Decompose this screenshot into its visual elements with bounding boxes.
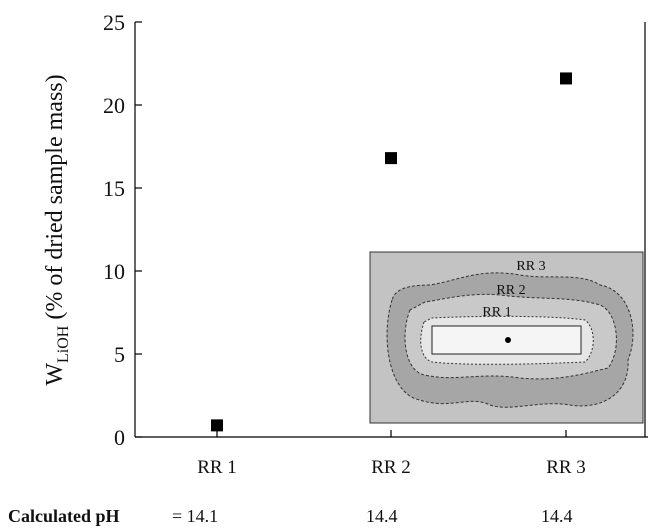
inset-label: RR 1 bbox=[482, 305, 511, 320]
y-tick-label: 25 bbox=[103, 10, 125, 35]
ph-label: Calculated pH bbox=[8, 506, 120, 526]
ph-value: 14.4 bbox=[366, 506, 398, 526]
y-tick-label: 15 bbox=[103, 176, 125, 201]
y-tick-label: 5 bbox=[114, 342, 125, 367]
ph-value: = 14.1 bbox=[172, 506, 218, 526]
inset: RR 3 RR 2 RR 1 bbox=[369, 251, 644, 424]
x-tick-label: RR 1 bbox=[197, 457, 237, 478]
x-tick-label: RR 2 bbox=[371, 457, 411, 478]
x-tick-label: RR 3 bbox=[546, 457, 586, 478]
inset-label: RR 2 bbox=[496, 283, 525, 298]
ph-value: 14.4 bbox=[541, 506, 573, 526]
y-label-rest: (% of dried sample mass) bbox=[42, 74, 68, 319]
y-label-sub: LiOH bbox=[55, 325, 72, 363]
center-point bbox=[505, 337, 511, 343]
point bbox=[211, 419, 223, 432]
inset-label: RR 3 bbox=[516, 259, 545, 274]
y-tick-label: 20 bbox=[103, 93, 125, 118]
point bbox=[385, 152, 397, 165]
y-tick-label: 0 bbox=[114, 425, 125, 450]
point bbox=[560, 72, 572, 85]
y-label-main: W bbox=[42, 363, 68, 386]
y-axis-label: WLiOH (% of dried sample mass) bbox=[42, 74, 72, 385]
y-tick-label: 10 bbox=[103, 259, 125, 284]
